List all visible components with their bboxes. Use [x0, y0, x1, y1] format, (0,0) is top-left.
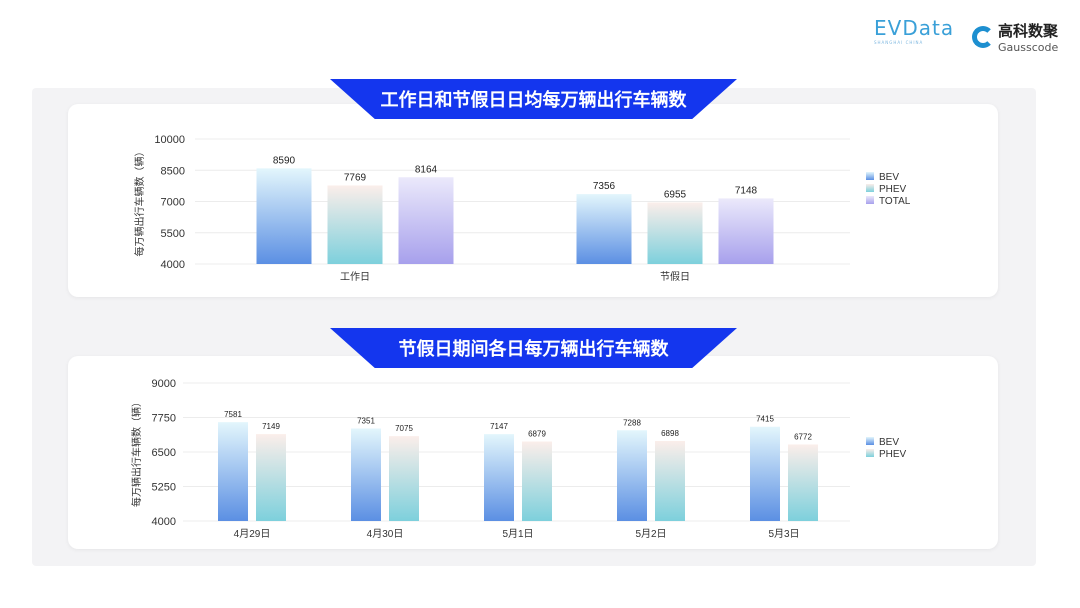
- y-tick-label: 8500: [161, 165, 185, 177]
- legend-label: BEV: [879, 172, 899, 183]
- bar-bev: [484, 434, 514, 521]
- y-axis-label: 每万辆出行车辆数（辆）: [130, 397, 143, 507]
- y-tick-label: 7750: [152, 413, 176, 425]
- chart-1-title: 工作日和节假日日均每万辆出行车辆数: [330, 79, 737, 119]
- legend-label: PHEV: [879, 184, 907, 195]
- x-tick-label: 5月3日: [768, 528, 799, 540]
- data-label: 7149: [262, 422, 280, 431]
- evdata-logo-sub: SHANGHAI CHINA: [874, 40, 924, 45]
- evdata-logo-text: EVData: [874, 16, 955, 40]
- gausscode-logo: 高科数聚 Gausscode: [972, 20, 1058, 54]
- legend-label: PHEV: [879, 449, 907, 460]
- data-label: 6772: [794, 432, 812, 441]
- y-tick-label: 4000: [161, 259, 185, 271]
- gausscode-logo-en: Gausscode: [998, 41, 1059, 54]
- y-tick-label: 5250: [152, 482, 176, 494]
- bar-phev: [327, 185, 383, 264]
- bar-phev: [522, 441, 552, 521]
- bar-phev: [788, 444, 818, 521]
- bar-bev: [750, 426, 780, 521]
- legend-swatch: [866, 196, 874, 204]
- x-tick-label: 4月30日: [367, 528, 404, 540]
- data-label: 7288: [623, 418, 641, 427]
- x-tick-label: 工作日: [340, 271, 370, 283]
- legend-swatch: [866, 449, 874, 457]
- x-tick-label: 节假日: [660, 270, 690, 283]
- legend-label: TOTAL: [879, 196, 911, 207]
- bar-bev: [256, 168, 312, 264]
- bar-bev: [576, 194, 632, 264]
- bar-phev: [647, 202, 703, 264]
- data-label: 6879: [528, 430, 546, 439]
- legend-label: BEV: [879, 437, 899, 448]
- bar-bev: [617, 430, 647, 521]
- bar-phev: [256, 434, 286, 521]
- bar-phev: [389, 436, 419, 521]
- data-label: 8164: [415, 164, 438, 175]
- data-label: 7415: [756, 415, 774, 424]
- bar-total: [718, 198, 774, 264]
- bar-bev: [351, 428, 381, 521]
- data-label: 7148: [735, 185, 758, 196]
- data-label: 8590: [273, 155, 296, 166]
- data-label: 7356: [593, 181, 616, 192]
- legend-swatch: [866, 437, 874, 445]
- y-tick-label: 10000: [154, 134, 185, 146]
- y-tick-label: 4000: [152, 516, 176, 528]
- data-label: 7075: [395, 424, 413, 433]
- y-tick-label: 5500: [161, 228, 185, 240]
- data-label: 7351: [357, 417, 375, 426]
- bar-bev: [218, 422, 248, 521]
- data-label: 7581: [224, 410, 242, 419]
- legend-swatch: [866, 184, 874, 192]
- y-tick-label: 6500: [152, 447, 176, 459]
- data-label: 6898: [661, 429, 679, 438]
- y-tick-label: 9000: [152, 378, 176, 390]
- legend-swatch: [866, 172, 874, 180]
- y-axis-label: 每万辆出行车辆数（辆）: [133, 147, 146, 257]
- x-tick-label: 5月2日: [635, 528, 666, 540]
- y-tick-label: 7000: [161, 197, 185, 209]
- gausscode-logo-cn: 高科数聚: [998, 22, 1059, 40]
- bar-phev: [655, 441, 685, 521]
- chart-2-title: 节假日期间各日每万辆出行车辆数: [330, 328, 737, 368]
- x-tick-label: 4月29日: [234, 528, 271, 540]
- data-label: 6955: [664, 189, 687, 200]
- evdata-logo: EVData SHANGHAI CHINA: [874, 16, 954, 45]
- bar-total: [398, 177, 454, 264]
- data-label: 7769: [344, 172, 367, 183]
- gausscode-logo-icon: [972, 26, 994, 48]
- x-tick-label: 5月1日: [502, 528, 533, 540]
- data-label: 7147: [490, 422, 508, 431]
- chart-card-1: [68, 104, 998, 297]
